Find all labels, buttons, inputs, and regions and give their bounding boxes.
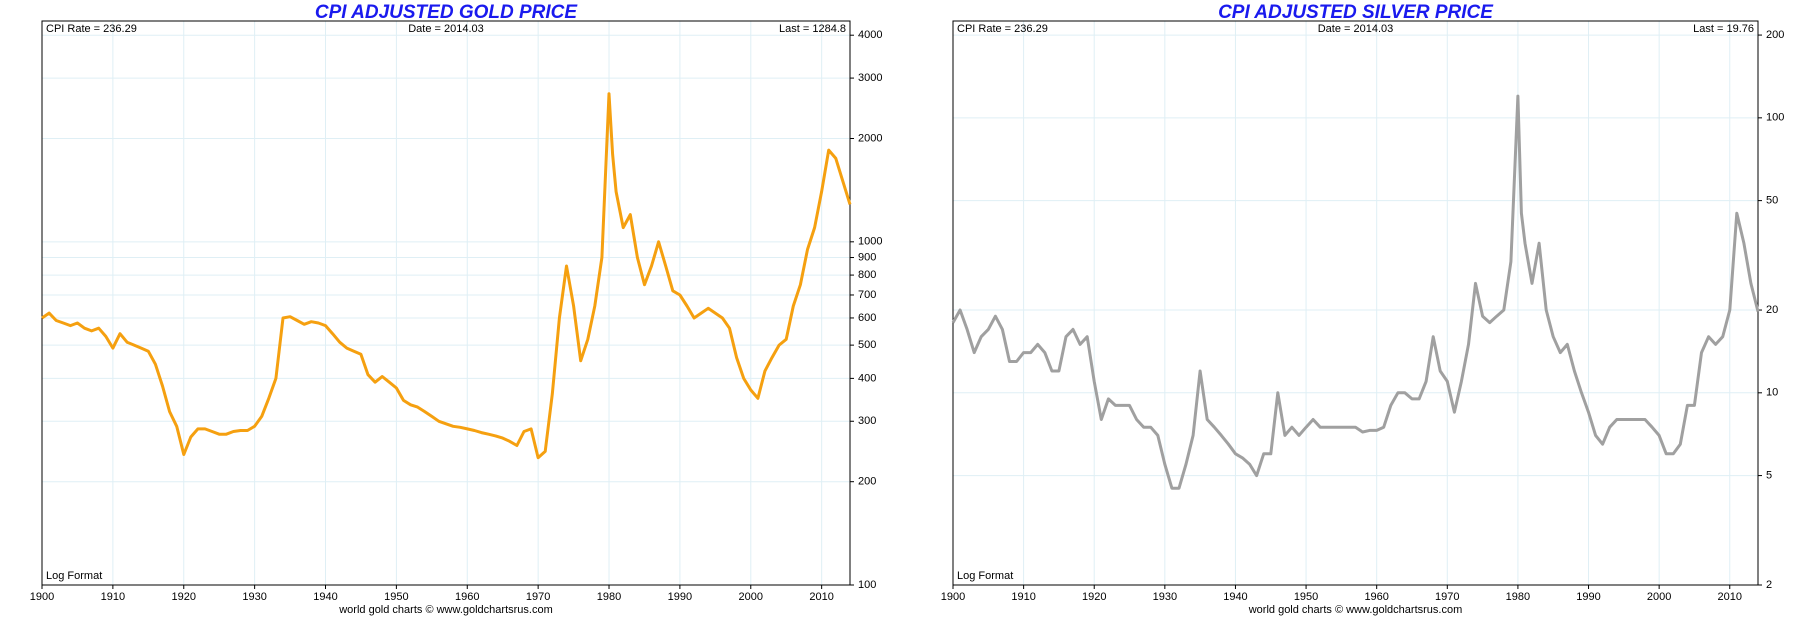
x-tick-label: 1920 bbox=[172, 591, 196, 603]
y-tick-label: 400 bbox=[858, 372, 876, 384]
y-tick-label: 800 bbox=[858, 269, 876, 281]
x-tick-label: 1980 bbox=[597, 591, 621, 603]
x-tick-label: 2000 bbox=[739, 591, 763, 603]
x-tick-label: 1940 bbox=[313, 591, 337, 603]
annotation: CPI Rate = 236.29 bbox=[957, 23, 1048, 35]
x-tick-label: 1940 bbox=[1223, 591, 1247, 603]
x-tick-label: 1950 bbox=[384, 591, 408, 603]
y-tick-label: 5 bbox=[1766, 469, 1772, 481]
annotation: Last = 19.76 bbox=[1693, 23, 1754, 35]
x-tick-label: 1900 bbox=[941, 591, 965, 603]
annotation: Log Format bbox=[957, 570, 1013, 582]
y-tick-label: 50 bbox=[1766, 195, 1778, 207]
x-tick-label: 1930 bbox=[242, 591, 266, 603]
annotation: Log Format bbox=[46, 570, 102, 582]
plot-frame bbox=[952, 20, 1759, 586]
y-tick-label: 4000 bbox=[858, 29, 882, 41]
annotation: Date = 2014.03 bbox=[408, 23, 484, 35]
footer: world gold charts © www.goldchartsrus.co… bbox=[1248, 604, 1463, 616]
y-tick-label: 1000 bbox=[858, 236, 882, 248]
series-line bbox=[951, 94, 1760, 490]
y-tick-label: 100 bbox=[1766, 112, 1784, 124]
annotation: Last = 1284.8 bbox=[779, 23, 846, 35]
y-tick-label: 900 bbox=[858, 251, 876, 263]
x-tick-label: 2000 bbox=[1647, 591, 1671, 603]
x-tick-label: 1900 bbox=[30, 591, 54, 603]
x-tick-label: 1970 bbox=[526, 591, 550, 603]
x-tick-label: 1910 bbox=[101, 591, 125, 603]
y-tick-label: 2 bbox=[1766, 579, 1772, 591]
y-tick-label: 500 bbox=[858, 339, 876, 351]
x-tick-label: 1990 bbox=[1576, 591, 1600, 603]
y-tick-label: 600 bbox=[858, 312, 876, 324]
y-tick-label: 700 bbox=[858, 289, 876, 301]
y-tick-label: 20 bbox=[1766, 304, 1778, 316]
x-tick-label: 1950 bbox=[1294, 591, 1318, 603]
x-tick-label: 2010 bbox=[1718, 591, 1742, 603]
y-tick-label: 10 bbox=[1766, 387, 1778, 399]
x-tick-label: 2010 bbox=[809, 591, 833, 603]
y-tick-label: 200 bbox=[858, 476, 876, 488]
x-tick-label: 1960 bbox=[455, 591, 479, 603]
y-tick-label: 2000 bbox=[858, 132, 882, 144]
chart-title: CPI ADJUSTED GOLD PRICE bbox=[315, 2, 578, 23]
y-tick-label: 3000 bbox=[858, 72, 882, 84]
x-tick-label: 1920 bbox=[1082, 591, 1106, 603]
x-tick-label: 1980 bbox=[1506, 591, 1530, 603]
chart-title: CPI ADJUSTED SILVER PRICE bbox=[1218, 2, 1494, 23]
x-tick-label: 1910 bbox=[1011, 591, 1035, 603]
x-tick-label: 1930 bbox=[1153, 591, 1177, 603]
plot-frame bbox=[41, 20, 851, 586]
x-tick-label: 1970 bbox=[1435, 591, 1459, 603]
x-tick-label: 1960 bbox=[1364, 591, 1388, 603]
annotation: CPI Rate = 236.29 bbox=[46, 23, 137, 35]
annotation: Date = 2014.03 bbox=[1318, 23, 1394, 35]
y-tick-label: 200 bbox=[1766, 29, 1784, 41]
y-tick-label: 300 bbox=[858, 415, 876, 427]
x-tick-label: 1990 bbox=[668, 591, 692, 603]
y-tick-label: 100 bbox=[858, 579, 876, 591]
footer: world gold charts © www.goldchartsrus.co… bbox=[338, 604, 553, 616]
series-line bbox=[41, 92, 852, 460]
